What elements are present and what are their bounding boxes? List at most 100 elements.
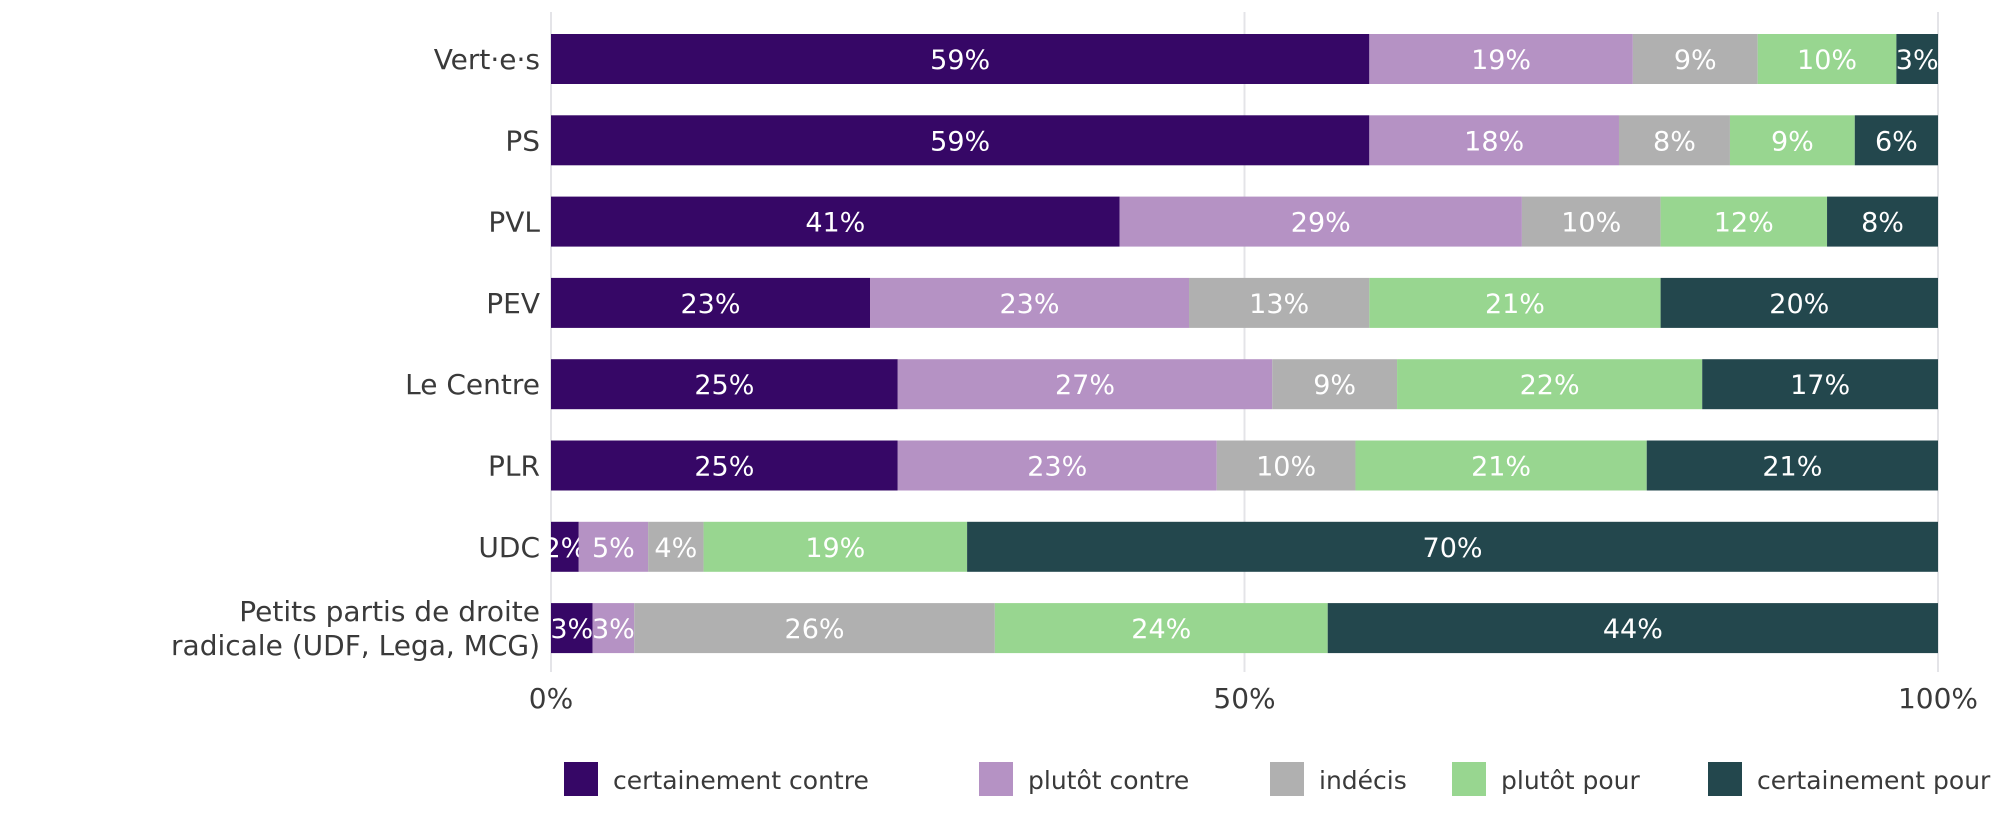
data-label: 29%	[1291, 208, 1351, 239]
bar-segment	[897, 359, 1273, 410]
category-label: UDC	[478, 531, 540, 564]
bar-segment	[551, 277, 871, 328]
bar-segment	[870, 277, 1190, 328]
bar-segment	[1119, 196, 1522, 247]
bar-segment	[551, 196, 1120, 247]
data-label: 59%	[930, 45, 990, 76]
category-label: Vert·e·s	[434, 43, 540, 76]
data-label: 19%	[1471, 45, 1531, 76]
bar-segment	[1854, 115, 1938, 166]
bar-segment	[1216, 440, 1356, 491]
category-labels: Vert·e·s PS PVL PEV Le Centre PLR UDC Petits pa…	[171, 43, 540, 662]
legend-label: certainement pour	[1757, 766, 1991, 795]
legend-swatch	[1708, 762, 1742, 796]
bar-segment	[1369, 277, 1661, 328]
x-axis-ticks: 0% 50% 100%	[529, 682, 1978, 715]
bar-segment	[551, 34, 1370, 84]
legend-label: indécis	[1319, 766, 1407, 795]
data-label: 21%	[1471, 452, 1531, 483]
data-label: 8%	[1861, 208, 1904, 239]
category-label: Le Centre	[405, 368, 540, 401]
bar-row: 25% 27% 9% 22% 17%	[551, 359, 1938, 410]
bar-row: 41% 29% 10% 12% 8%	[551, 196, 1938, 247]
bar-segment	[967, 521, 1938, 572]
data-label: 3%	[592, 614, 635, 645]
bar-segment	[1397, 359, 1703, 410]
data-label: 21%	[1762, 452, 1822, 483]
bar-segment	[1355, 440, 1647, 491]
bar-segment	[1521, 196, 1661, 247]
data-label: 13%	[1249, 289, 1309, 320]
bar-segment	[1272, 359, 1398, 410]
data-label: 41%	[805, 208, 865, 239]
legend-item: certainement contre	[564, 762, 869, 796]
legend-swatch	[1270, 762, 1304, 796]
data-label: 21%	[1485, 289, 1545, 320]
data-label: 10%	[1256, 452, 1316, 483]
data-label: 18%	[1464, 126, 1524, 157]
data-label: 10%	[1797, 45, 1857, 76]
legend-swatch	[1452, 762, 1486, 796]
bar-segment	[1327, 603, 1938, 654]
bar-row: 2% 5% 4% 19% 70%	[543, 521, 1938, 572]
data-label: 8%	[1653, 126, 1696, 157]
bar-segment	[1618, 115, 1730, 166]
bar-segment	[634, 603, 995, 654]
x-tick-label: 0%	[529, 682, 573, 715]
data-label: 23%	[680, 289, 740, 320]
legend-label: plutôt contre	[1028, 766, 1189, 795]
category-label: PEV	[486, 287, 540, 320]
bar-segment	[551, 603, 593, 654]
bar-segment	[551, 359, 898, 410]
data-label: 24%	[1131, 614, 1191, 645]
category-label: PS	[505, 124, 540, 157]
bar-row: 59% 19% 9% 10% 3%	[551, 34, 1939, 84]
bar-segment	[551, 440, 898, 491]
bar-segment	[994, 603, 1328, 654]
legend: certainement contre plutôt contre indécis p…	[564, 762, 1991, 796]
bar-row: 25% 23% 10% 21% 21%	[551, 440, 1938, 491]
data-label: 27%	[1055, 370, 1115, 401]
bar-row: 3%3% 26% 24% 44%	[550, 603, 1938, 654]
data-label: 59%	[930, 126, 990, 157]
bar-segment	[703, 521, 968, 572]
x-tick-label: 50%	[1213, 682, 1275, 715]
data-label: 23%	[1027, 452, 1087, 483]
data-label: 25%	[694, 370, 754, 401]
bar-segment	[578, 521, 649, 572]
legend-swatch	[979, 762, 1013, 796]
category-label: PLR	[488, 450, 540, 483]
data-label: 10%	[1561, 208, 1621, 239]
data-label: 25%	[694, 452, 754, 483]
bar-segment	[1632, 34, 1758, 84]
bar-segment	[1896, 34, 1938, 84]
bar-segment	[551, 115, 1370, 166]
bar-segment	[1660, 277, 1938, 328]
legend-label: plutôt pour	[1501, 766, 1641, 795]
bar-row: 23% 23% 13% 21% 20%	[551, 277, 1938, 328]
data-label: 20%	[1769, 289, 1829, 320]
legend-item: plutôt contre	[979, 762, 1189, 796]
data-label: 44%	[1603, 614, 1663, 645]
x-tick-label: 100%	[1898, 682, 1978, 715]
bar-segment	[592, 603, 635, 654]
data-label: 19%	[805, 533, 865, 564]
bar-segment	[1757, 34, 1897, 84]
data-label: 4%	[654, 533, 697, 564]
bar-segment	[1827, 196, 1938, 247]
legend-swatch	[564, 762, 598, 796]
data-label: 3%	[1896, 45, 1939, 76]
data-label: 9%	[1313, 370, 1356, 401]
bar-segment	[1646, 440, 1938, 491]
legend-item: plutôt pour	[1452, 762, 1641, 796]
data-label: 9%	[1674, 45, 1717, 76]
bar-segment	[1702, 359, 1938, 410]
legend-label: certainement contre	[613, 766, 869, 795]
category-label: PVL	[488, 206, 540, 239]
data-label: 70%	[1423, 533, 1483, 564]
data-label: 26%	[785, 614, 845, 645]
bar-segment	[897, 440, 1217, 491]
bar-segment	[1189, 277, 1370, 328]
data-label: 3%	[550, 614, 593, 645]
